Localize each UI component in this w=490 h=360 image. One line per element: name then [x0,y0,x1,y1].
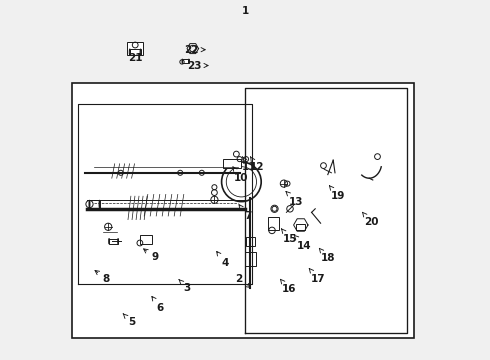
Text: 6: 6 [152,296,164,313]
Text: 4: 4 [217,251,229,268]
Bar [130,49,141,55]
Text: 9: 9 [144,249,159,262]
Text: 17: 17 [309,269,325,284]
Text: 16: 16 [280,279,296,294]
Text: 19: 19 [329,186,345,201]
Text: 21: 21 [128,53,143,63]
Text: 18: 18 [319,248,335,264]
Text: 12: 12 [250,157,265,172]
Text: 13: 13 [286,192,303,207]
Bar [223,159,242,168]
Text: 3: 3 [179,280,191,293]
Text: 22: 22 [184,45,205,55]
Text: 7: 7 [239,204,251,221]
Text: 20: 20 [363,212,378,228]
Bar [269,217,279,230]
Bar [246,237,255,246]
Text: 8: 8 [95,270,110,284]
Text: 11: 11 [242,157,257,172]
FancyBboxPatch shape [72,83,414,338]
Text: 15: 15 [282,229,297,244]
Bar [245,252,256,266]
Text: 2: 2 [236,274,250,288]
Bar [182,59,189,63]
Text: 1: 1 [242,6,248,16]
Bar [90,200,99,208]
Text: 10: 10 [233,167,248,183]
Bar [140,235,152,244]
Text: 5: 5 [123,314,135,327]
Bar [127,42,143,55]
Text: 14: 14 [294,235,312,251]
Bar [296,224,305,230]
Text: 23: 23 [187,60,208,71]
Bar [109,239,118,244]
